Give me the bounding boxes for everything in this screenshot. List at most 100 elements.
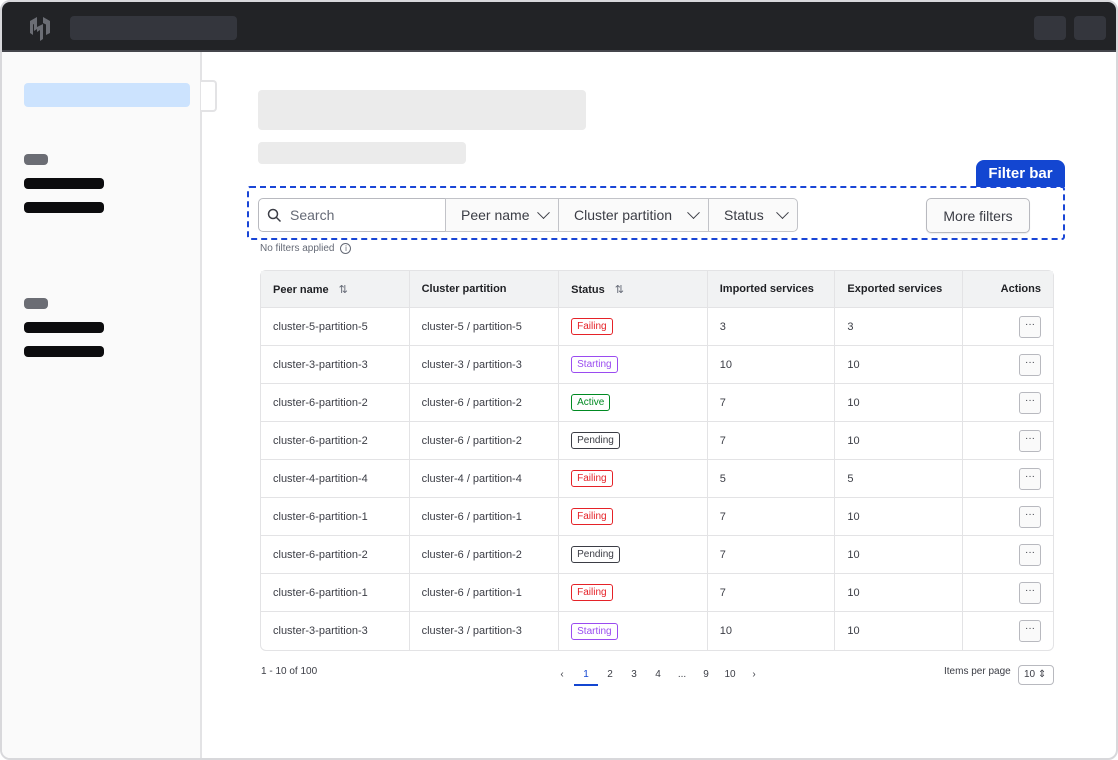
- header-label: Status: [571, 283, 605, 296]
- page-link[interactable]: 3: [631, 669, 637, 680]
- dropdown-label: Status: [724, 207, 764, 223]
- table-row: cluster-6-partition-1 cluster-6 / partit…: [261, 498, 1053, 536]
- cluster-partition-cell: cluster-4 / partition-4: [409, 460, 560, 498]
- row-actions-button[interactable]: ···: [1019, 391, 1041, 414]
- status-badge: Active: [571, 394, 611, 411]
- status-cell: Starting: [559, 612, 708, 650]
- cluster-partition-cell: cluster-6 / partition-2: [409, 536, 560, 574]
- sidebar-item[interactable]: [24, 322, 104, 333]
- peers-table: Peer name ⇅ Cluster partition Status ⇅ Imp…: [260, 270, 1054, 651]
- status-badge: Starting: [571, 622, 618, 640]
- imported-services-cell: 10: [707, 346, 836, 384]
- sidebar-item-active[interactable]: [24, 83, 190, 107]
- peer-name-dropdown[interactable]: Peer name: [445, 198, 559, 232]
- imported-services-cell: 3: [707, 308, 836, 346]
- status-cell: Failing: [559, 460, 708, 498]
- status-badge: Starting: [571, 356, 618, 373]
- status-cell: Pending: [559, 422, 708, 460]
- column-header-imported: Imported services: [707, 271, 836, 308]
- peer-name-cell: cluster-6-partition-2: [261, 536, 410, 574]
- page-link[interactable]: 2: [607, 669, 613, 680]
- peer-name-cell: cluster-6-partition-1: [261, 574, 410, 612]
- actions-cell: ···: [963, 346, 1053, 384]
- page-link[interactable]: 9: [703, 669, 709, 680]
- status-badge: Failing: [571, 318, 613, 335]
- row-actions-button[interactable]: ···: [1019, 505, 1041, 528]
- cluster-partition-cell: cluster-5 / partition-5: [409, 308, 560, 346]
- actions-cell: ···: [963, 384, 1053, 422]
- table-row: cluster-6-partition-2 cluster-6 / partit…: [261, 536, 1053, 574]
- page-link[interactable]: 10: [724, 669, 736, 680]
- row-actions-button[interactable]: ···: [1019, 467, 1041, 490]
- exported-services-cell: 10: [835, 612, 964, 650]
- column-header-peer-name[interactable]: Peer name ⇅: [261, 271, 410, 308]
- sort-icon[interactable]: ⇅: [614, 283, 624, 296]
- prev-page-icon[interactable]: ‹: [560, 669, 564, 680]
- column-header-status[interactable]: Status ⇅: [559, 271, 708, 308]
- row-actions-button[interactable]: ···: [1019, 581, 1041, 604]
- row-actions-button[interactable]: ···: [1019, 315, 1041, 338]
- top-button[interactable]: [1034, 16, 1066, 40]
- row-actions-button[interactable]: ···: [1019, 429, 1041, 452]
- more-filters-button[interactable]: More filters: [926, 198, 1030, 233]
- status-cell: Pending: [559, 536, 708, 574]
- pagination-ellipsis: ...: [677, 669, 687, 680]
- status-cell: Failing: [559, 574, 708, 612]
- status-cell: Active: [559, 384, 708, 422]
- hashicorp-logo-icon: [30, 17, 50, 41]
- sidebar-item[interactable]: [24, 202, 104, 213]
- peer-name-cell: cluster-4-partition-4: [261, 460, 410, 498]
- status-dropdown[interactable]: Status: [708, 198, 798, 232]
- pagination: ‹ 1 2 3 4... 9 10 ›: [550, 666, 766, 686]
- exported-services-cell: 10: [835, 422, 964, 460]
- exported-services-cell: 5: [835, 460, 964, 498]
- row-actions-button[interactable]: ···: [1019, 353, 1041, 376]
- page-title-placeholder: [258, 90, 586, 130]
- exported-services-cell: 10: [835, 346, 964, 384]
- exported-services-cell: 10: [835, 536, 964, 574]
- actions-cell: ···: [963, 536, 1053, 574]
- cluster-partition-dropdown[interactable]: Cluster partition: [558, 198, 709, 232]
- search-input[interactable]: [290, 207, 430, 223]
- column-header-actions: Actions: [963, 271, 1053, 308]
- page-link[interactable]: 1: [574, 666, 598, 686]
- sort-icon[interactable]: ⇅: [338, 283, 348, 296]
- dropdown-label: Cluster partition: [574, 207, 673, 223]
- cluster-partition-cell: cluster-6 / partition-1: [409, 574, 560, 612]
- next-page-icon[interactable]: ›: [752, 669, 756, 680]
- imported-services-cell: 7: [707, 384, 836, 422]
- exported-services-cell: 10: [835, 574, 964, 612]
- table-row: cluster-3-partition-3 cluster-3 / partit…: [261, 346, 1053, 384]
- actions-cell: ···: [963, 422, 1053, 460]
- items-per-page-label: Items per page: [944, 666, 1011, 677]
- sidebar-item[interactable]: [24, 178, 104, 189]
- exported-services-cell: 10: [835, 498, 964, 536]
- search-field[interactable]: [258, 198, 446, 232]
- cluster-partition-cell: cluster-6 / partition-2: [409, 422, 560, 460]
- sidebar-toggle[interactable]: [201, 80, 217, 112]
- chevron-down-icon: [776, 205, 789, 219]
- sidebar-item[interactable]: [24, 346, 104, 357]
- chevron-down-icon: [537, 205, 550, 219]
- imported-services-cell: 10: [708, 612, 836, 650]
- top-button[interactable]: [1074, 16, 1106, 40]
- header-label: Peer name: [273, 283, 329, 296]
- imported-services-cell: 5: [707, 460, 836, 498]
- top-search-placeholder[interactable]: [70, 16, 237, 40]
- page-link[interactable]: 4: [655, 669, 661, 680]
- sidebar-section-heading: [24, 154, 48, 165]
- row-actions-button[interactable]: ···: [1019, 620, 1041, 642]
- table-row: cluster-6-partition-2 cluster-6 / partit…: [261, 422, 1053, 460]
- items-per-page-select[interactable]: 10 ⇕: [1018, 665, 1054, 685]
- imported-services-cell: 7: [707, 422, 836, 460]
- row-actions-button[interactable]: ···: [1019, 543, 1041, 566]
- status-badge: Failing: [571, 584, 613, 601]
- peer-name-cell: cluster-3-partition-3: [261, 612, 410, 650]
- status-badge: Pending: [571, 546, 620, 563]
- table-row: cluster-3-partition-3 cluster-3 / partit…: [261, 612, 1053, 650]
- cluster-partition-cell: cluster-3 / partition-3: [409, 346, 560, 384]
- info-icon[interactable]: i: [340, 243, 352, 254]
- actions-cell: ···: [963, 574, 1053, 612]
- page-subtitle-placeholder: [258, 142, 466, 164]
